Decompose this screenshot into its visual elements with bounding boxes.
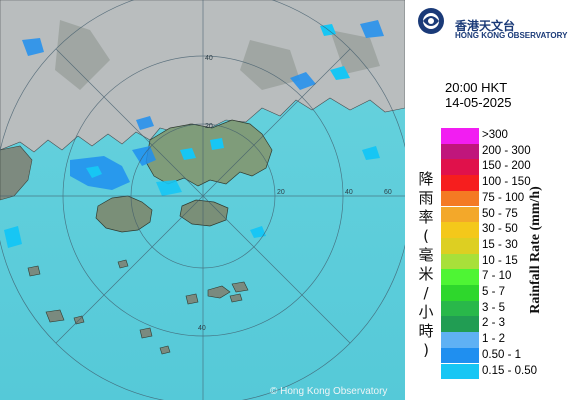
legend-label: 2 - 3: [482, 317, 506, 330]
ring-label-20: 20: [277, 189, 285, 196]
mainland-land: [0, 0, 406, 153]
legend-item: >300: [441, 128, 561, 144]
legend-item: 200 - 300: [441, 143, 561, 160]
legend-label: 3 - 5: [482, 301, 506, 314]
legend-label: 150 - 200: [482, 160, 531, 173]
legend-label: >300: [482, 129, 508, 141]
legend-swatch: [441, 143, 479, 160]
legend-swatch: [441, 190, 479, 207]
hko-name-cn: 香港天文台: [455, 19, 516, 33]
hko-logo: 香港天文台 HONG KONG OBSERVATORY: [417, 7, 567, 40]
copyright: © Hong Kong Observatory: [270, 386, 387, 397]
legend-swatch: [441, 300, 479, 317]
legend-item: 50 - 75: [441, 206, 561, 223]
legend-item: 30 - 50: [441, 222, 561, 238]
legend-swatch: [441, 316, 479, 333]
legend-label: 200 - 300: [482, 144, 531, 157]
rain-echoes: [4, 20, 384, 248]
legend-label: 0.50 - 1: [482, 348, 521, 361]
radar-map-canvas: 20 40 60 20 40 40 © Hong Kong Observator…: [0, 0, 412, 405]
legend-item: 0.50 - 1: [441, 347, 561, 364]
legend-item: 150 - 200: [441, 159, 561, 176]
legend-label: 75 - 100: [482, 191, 525, 204]
legend-label: 30 - 50: [482, 223, 518, 236]
legend-label: 7 - 10: [482, 270, 512, 283]
legend-item: 1 - 2: [441, 332, 561, 348]
legend-swatch: [441, 128, 479, 144]
radar-map: 20 40 60 20 40 40 © Hong Kong Observator…: [0, 0, 412, 405]
legend-swatch: [441, 285, 479, 301]
legend-item: 3 - 5: [441, 300, 561, 317]
ring-label-40: 40: [345, 189, 353, 196]
legend-swatch: [441, 332, 479, 348]
legend-swatch: [441, 363, 479, 380]
ring-label-40-s: 40: [198, 325, 206, 332]
legend-item: 2 - 3: [441, 316, 561, 333]
legend-item: 100 - 150: [441, 175, 561, 191]
timestamp-date: 14-05-2025: [445, 95, 512, 110]
legend-item: 0.15 - 0.50: [441, 363, 561, 380]
hk-island: [179, 199, 229, 227]
legend-label: 50 - 75: [482, 207, 518, 220]
lantau-island: [95, 195, 153, 233]
hko-name-en: HONG KONG OBSERVATORY: [455, 31, 568, 40]
legend-label: 0.15 - 0.50: [482, 364, 537, 377]
legend-item: 5 - 7: [441, 285, 561, 301]
legend-swatch: [441, 269, 479, 285]
legend-swatch: [441, 206, 479, 223]
legend-label: 15 - 30: [482, 238, 518, 251]
legend-label: 10 - 15: [482, 254, 518, 267]
legend-label: 5 - 7: [482, 286, 506, 298]
ring-label-20-n: 20: [205, 123, 213, 130]
legend-label: 100 - 150: [482, 176, 531, 189]
ring-label-60: 60: [384, 189, 392, 196]
hko-logo-icon: [418, 8, 444, 34]
legend-swatch: [441, 237, 479, 254]
legend-swatch: [441, 347, 479, 364]
legend-item: 15 - 30: [441, 237, 561, 254]
legend-swatch: [441, 222, 479, 238]
legend-label: 1 - 2: [482, 333, 506, 346]
legend-title-cn: 降雨率(毫米 / 小時): [418, 170, 434, 359]
ring-label-40-n: 40: [205, 55, 213, 62]
small-islands: [27, 259, 249, 355]
west-land: [0, 145, 33, 201]
legend-swatch: [441, 175, 479, 191]
legend-panel: 香港天文台 HONG KONG OBSERVATORY 20:00 HKT 14…: [405, 0, 577, 400]
legend-item: 10 - 15: [441, 253, 561, 270]
legend-swatch: [441, 159, 479, 176]
range-ring-labels: 20 40 60 20 40 40: [198, 55, 392, 332]
timestamp-time: 20:00 HKT: [445, 80, 508, 95]
legend-item: 7 - 10: [441, 269, 561, 285]
legend-item: 75 - 100: [441, 190, 561, 207]
legend-swatch: [441, 253, 479, 270]
